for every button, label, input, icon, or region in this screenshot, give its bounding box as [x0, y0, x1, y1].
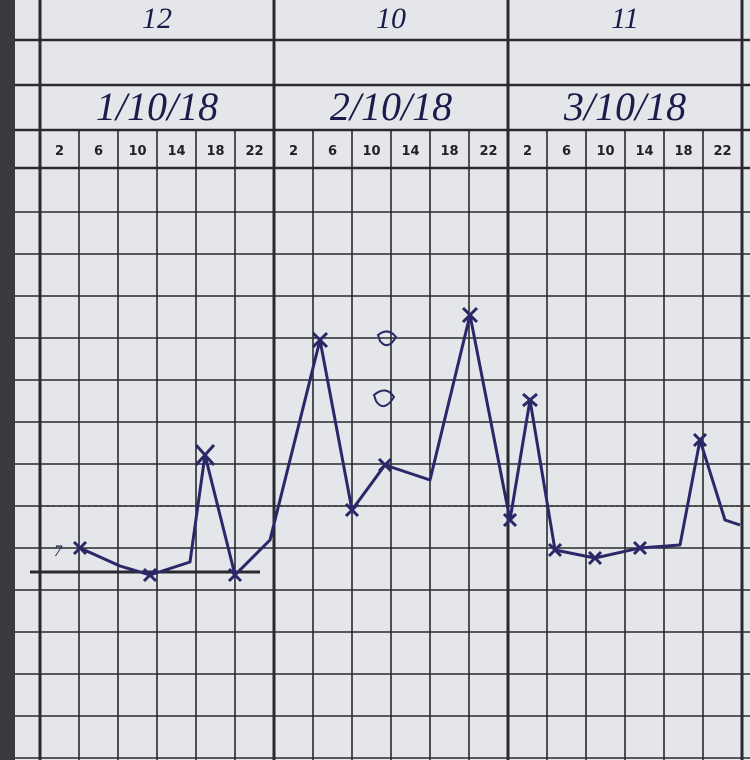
hour-label: 10 [362, 144, 380, 159]
hour-label: 6 [94, 144, 103, 159]
hour-label: 6 [562, 144, 571, 159]
hour-label: 2 [523, 144, 532, 159]
hour-label: 22 [245, 144, 263, 159]
day-number: 11 [611, 2, 639, 35]
day-number: 12 [142, 2, 172, 35]
hour-label: 22 [479, 144, 497, 159]
date: 3/10/18 [563, 84, 686, 129]
hour-label: 6 [328, 144, 337, 159]
hour-label: 18 [440, 144, 458, 159]
page: 1210111/10/182/10/183/10/182610141822261… [0, 0, 750, 760]
date: 1/10/18 [96, 84, 218, 129]
hour-label: 22 [713, 144, 731, 159]
hour-label: 14 [167, 144, 185, 159]
hour-label: 14 [401, 144, 419, 159]
photo-edge [0, 0, 15, 760]
date: 2/10/18 [330, 84, 452, 129]
hour-label: 14 [635, 144, 653, 159]
annotation: 7 [54, 543, 63, 560]
hour-label: 2 [289, 144, 298, 159]
day-number: 10 [376, 2, 406, 35]
hour-label: 2 [55, 144, 64, 159]
hour-label: 10 [128, 144, 146, 159]
hour-label: 18 [206, 144, 224, 159]
hour-label: 18 [674, 144, 692, 159]
chart-photo: 1210111/10/182/10/183/10/182610141822261… [0, 0, 750, 760]
hour-label: 10 [596, 144, 614, 159]
